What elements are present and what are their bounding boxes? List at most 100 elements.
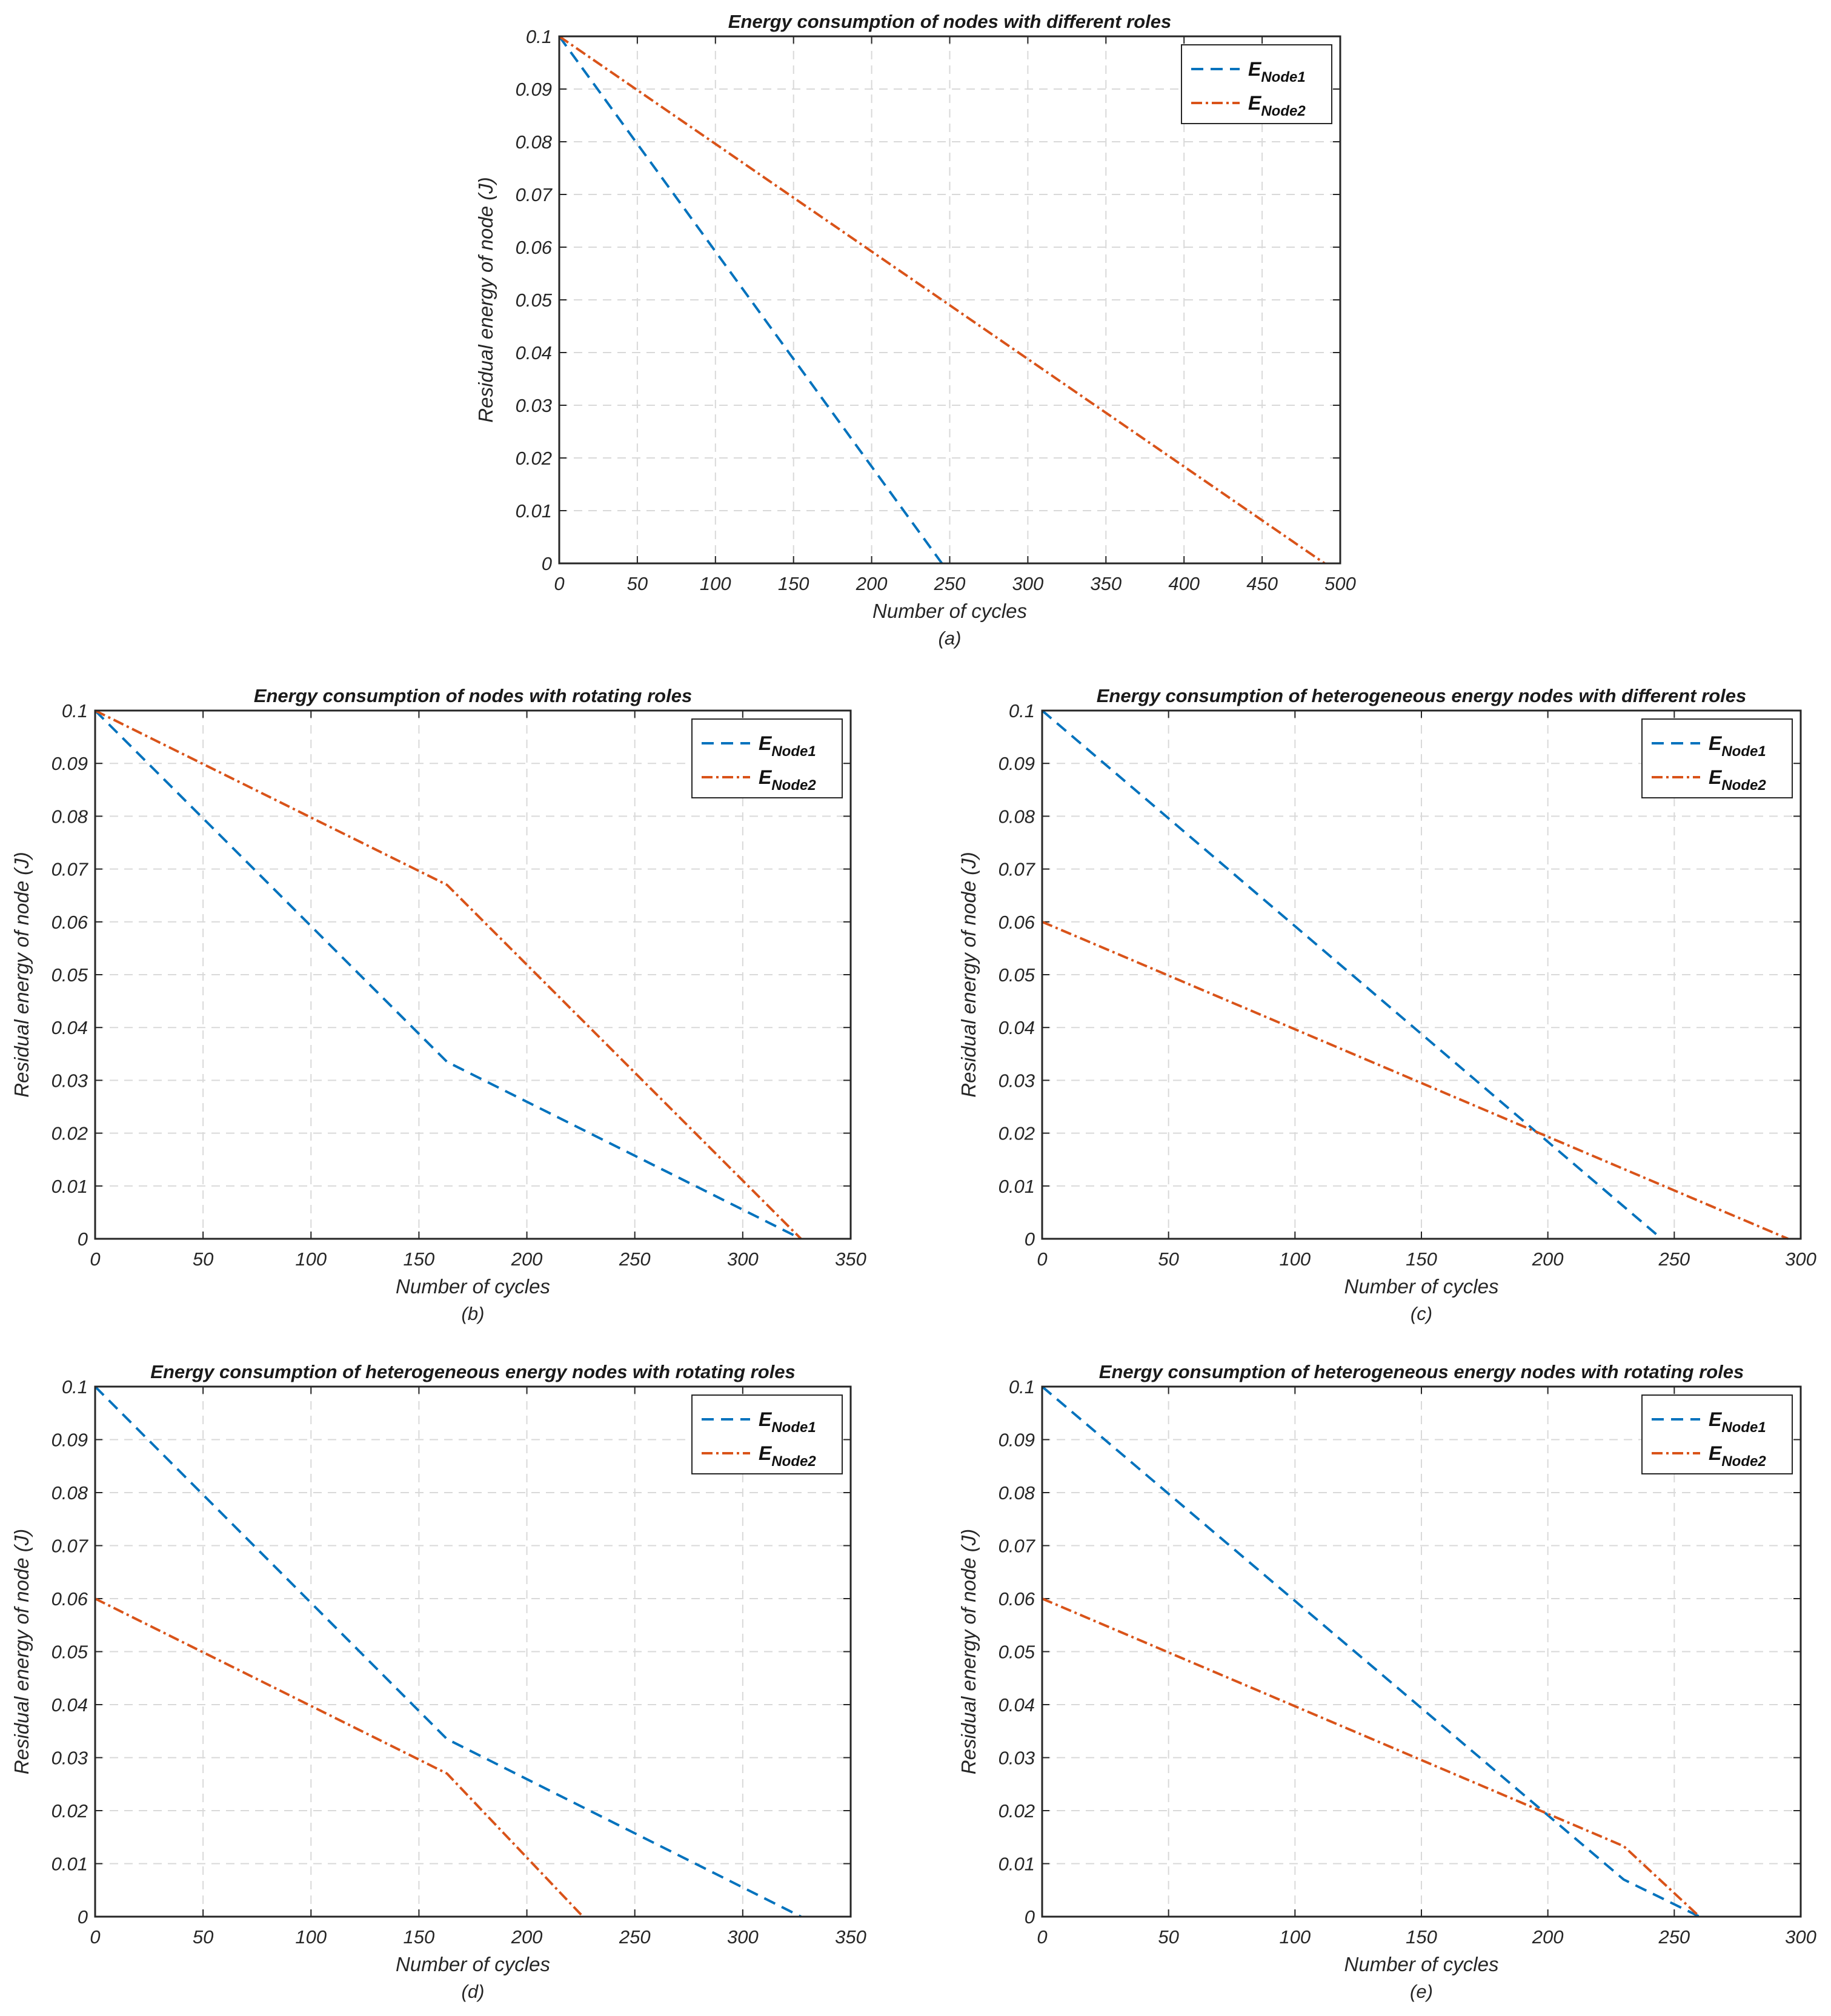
- axes-frame: [94, 709, 852, 1240]
- series-line-node2: [95, 1597, 584, 1918]
- y-tick-label: 0.08: [999, 1482, 1035, 1504]
- x-tick-label: 50: [193, 1248, 213, 1270]
- x-tick-label: 250: [1658, 1926, 1690, 1948]
- y-tick-label: 0.04: [999, 1694, 1035, 1716]
- x-tick-label: 0: [1037, 1248, 1047, 1270]
- y-tick-label: 0.09: [52, 753, 88, 774]
- y-tick-label: 0: [1025, 1906, 1035, 1928]
- x-tick-label: 250: [1658, 1248, 1690, 1270]
- x-tick-label: 100: [1279, 1248, 1311, 1270]
- series-line-node2: [1042, 1597, 1701, 1918]
- y-axis-label: Residual energy of node (J): [474, 177, 497, 422]
- legend-box: [1641, 1394, 1793, 1474]
- y-tick-label: 0.02: [999, 1800, 1035, 1822]
- y-tick-label: 0.05: [52, 964, 88, 986]
- legend-label-node2: ENode2: [1709, 1442, 1766, 1470]
- y-tick-label: 0.02: [52, 1800, 88, 1822]
- y-tick-label: 0.04: [516, 342, 552, 363]
- legend-box: [691, 718, 843, 798]
- y-tick-label: 0.03: [52, 1748, 88, 1769]
- y-tick-label: 0.05: [999, 964, 1035, 986]
- chart-title: Energy consumption of nodes with rotatin…: [254, 685, 692, 706]
- x-tick-label: 0: [90, 1248, 100, 1270]
- y-tick-label: 0.02: [516, 448, 552, 469]
- legend: ENode1 ENode2: [691, 718, 843, 798]
- legend-label-node2: ENode2: [759, 766, 816, 794]
- x-tick-label: 50: [1158, 1248, 1178, 1270]
- legend: ENode1 ENode2: [691, 1394, 843, 1474]
- chart-b: 0 50 100 150 200 250 300 350 0 0.01 0.02 0.03 0.04 0.…: [10, 685, 866, 1324]
- chart-title: Energy consumption of heterogeneous ener…: [1097, 685, 1747, 706]
- y-tick-label: 0.01: [52, 1854, 88, 1875]
- x-tick-label: 150: [404, 1926, 435, 1948]
- legend-box: [1641, 718, 1793, 798]
- x-tick-label: 300: [1012, 573, 1044, 594]
- y-tick-label: 0.04: [999, 1017, 1035, 1038]
- x-tick-label: 350: [1090, 573, 1122, 594]
- x-tick-label: 200: [511, 1248, 543, 1270]
- legend-label-node2: ENode2: [759, 1442, 816, 1470]
- series-line-node1: [94, 709, 802, 1240]
- x-tick-label: 200: [1532, 1248, 1564, 1270]
- y-tick-label: 0.06: [999, 1588, 1035, 1610]
- y-tick-label: 0.07: [52, 1536, 89, 1557]
- x-tick-label: 0: [554, 573, 564, 594]
- x-tick-label: 250: [619, 1926, 651, 1948]
- axes-frame: [94, 1385, 852, 1918]
- y-tick-label: 0.07: [52, 859, 89, 880]
- legend-label-node2: ENode2: [1709, 766, 1766, 794]
- y-tick-label: 0.03: [52, 1070, 88, 1091]
- y-axis-label: Residual energy of node (J): [10, 852, 33, 1097]
- y-tick-label: 0.03: [999, 1070, 1035, 1091]
- axes-frame: [1041, 709, 1802, 1240]
- y-tick-label: 0.05: [999, 1642, 1035, 1663]
- x-tick-label: 150: [778, 573, 809, 594]
- x-tick-label: 450: [1246, 573, 1278, 594]
- y-tick-label: 0.09: [52, 1430, 88, 1451]
- legend-box: [691, 1394, 843, 1474]
- series-line-node2: [95, 709, 802, 1240]
- y-tick-label: 0.07: [999, 859, 1036, 880]
- axes-frame: [1041, 1385, 1802, 1918]
- y-tick-label: 0.09: [516, 79, 552, 100]
- x-tick-label: 250: [934, 573, 966, 594]
- chart-title: Energy consumption of heterogeneous ener…: [1099, 1361, 1744, 1382]
- x-tick-label: 350: [835, 1926, 866, 1948]
- legend-label-node1: ENode1: [1709, 732, 1766, 760]
- y-tick-label: 0.02: [52, 1123, 88, 1144]
- y-tick-label: 0.1: [1009, 1376, 1035, 1398]
- chart-title: Energy consumption of nodes with differe…: [728, 11, 1171, 32]
- x-tick-label: 250: [619, 1248, 651, 1270]
- series-line-node2: [1042, 920, 1789, 1240]
- legend-box: [1181, 44, 1332, 124]
- series-line-node1: [1041, 1385, 1700, 1918]
- x-tick-label: 100: [295, 1248, 327, 1270]
- chart-title: Energy consumption of heterogeneous ener…: [150, 1361, 795, 1382]
- series-line-node1: [558, 35, 943, 565]
- x-tick-label: 200: [856, 573, 888, 594]
- y-tick-label: 0.03: [516, 395, 552, 416]
- chart-c: 0 50 100 150 200 250 300 0 0.01 0.02 0.03 0.04 0.05 0…: [957, 685, 1816, 1324]
- x-axis-label: Number of cycles: [1344, 1275, 1499, 1298]
- series-line-node2: [558, 35, 1326, 565]
- y-tick-label: 0.04: [52, 1694, 88, 1716]
- x-tick-label: 150: [404, 1248, 435, 1270]
- y-tick-label: 0.06: [52, 1588, 88, 1610]
- x-tick-label: 300: [1785, 1926, 1816, 1948]
- chart-a: 0 50 100 150 200 250 300 350 400 450 500 0 0.01 0.02 0…: [474, 11, 1356, 649]
- x-tick-label: 50: [627, 573, 648, 594]
- y-axis-label: Residual energy of node (J): [10, 1529, 33, 1774]
- y-axis-label: Residual energy of node (J): [957, 1529, 980, 1774]
- series-line-node1: [94, 1385, 802, 1918]
- panel-caption: (b): [462, 1303, 485, 1324]
- legend: ENode1 ENode2: [1181, 44, 1332, 124]
- panel-caption: (a): [939, 628, 962, 649]
- x-tick-label: 0: [90, 1926, 100, 1948]
- y-tick-label: 0.1: [62, 1376, 88, 1398]
- legend-label-node1: ENode1: [1709, 1408, 1766, 1436]
- panel-caption: (e): [1410, 1981, 1433, 2002]
- y-tick-label: 0.1: [526, 26, 552, 47]
- x-tick-label: 200: [1532, 1926, 1564, 1948]
- y-tick-label: 0.06: [516, 237, 553, 258]
- x-tick-label: 0: [1037, 1926, 1047, 1948]
